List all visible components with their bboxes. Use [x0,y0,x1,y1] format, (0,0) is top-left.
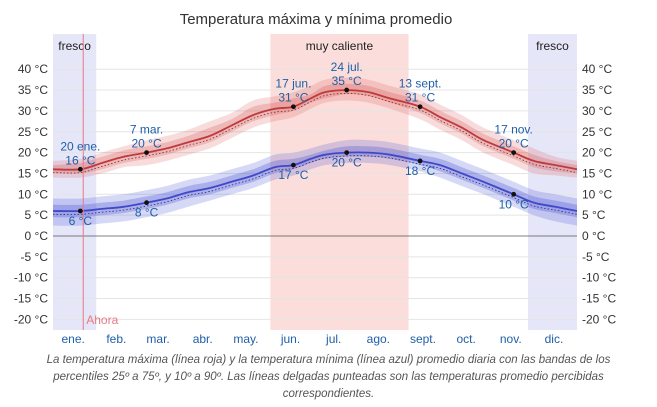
x-tick-label: jul. [325,332,341,346]
y-axis-right: 40 °C 35 °C 30 °C 25 °C 20 °C 15 °C 10 °C 5 °C 0… [582,62,616,326]
annotation-value: 31 °C [405,91,435,105]
y-tick-label-right: 5 °C [582,208,606,222]
annotation-dot [417,104,423,110]
y-tick-label-left: 25 °C [18,125,48,139]
annotation-value: 20 °C [499,137,529,151]
y-tick-label-right: 30 °C [582,104,612,118]
temperature-chart: Temperatura máxima y mínima promedio fre… [14,11,617,346]
x-tick-label: sept. [410,332,436,346]
y-tick-label-right: -20 °C [582,312,616,326]
annotation-value: 31 °C [278,91,308,105]
y-tick-label-left: 30 °C [18,104,48,118]
annotation-date: 17 jun. [275,77,311,91]
y-tick-label-right: 35 °C [582,83,612,97]
percentile-band-25-75 [53,145,577,218]
percentile-band-25-75 [53,83,577,174]
percentile-band-10-90 [53,77,577,178]
annotation-dot [77,166,83,172]
grid [53,68,577,320]
annotation-dot [77,208,83,214]
y-tick-label-right: -15 °C [582,292,616,306]
annotation-value: 17 °C [278,168,308,182]
y-tick-label-right: 20 °C [582,146,612,160]
y-tick-label-right: 40 °C [582,62,612,76]
season-band-hot [270,34,409,330]
y-tick-label-left: 10 °C [18,187,48,201]
x-tick-label: feb. [106,332,126,346]
season-band-label: fresco [58,39,91,53]
annotation-date: 7 mar. [130,123,163,137]
y-tick-label-left: 15 °C [18,166,48,180]
annotation-date: 24 jul. [331,60,363,74]
season-band-label: fresco [536,39,569,53]
y-tick-label-right: -5 °C [582,250,610,264]
y-tick-label-left: -5 °C [21,250,49,264]
annotation-dot [291,162,296,168]
annotation-dot [417,158,423,164]
x-tick-label: oct. [456,332,475,346]
annotation-value: 18 °C [405,164,435,178]
annotation-value: 20 °C [332,156,362,170]
y-axis-left: 40 °C 35 °C 30 °C 25 °C 20 °C 15 °C 10 °C 5 °C 0… [14,62,48,326]
annotation-value: 20 °C [131,137,161,151]
season-band-cold [53,34,97,330]
now-label: Ahora [86,313,118,327]
x-tick-label: ago. [367,332,390,346]
x-tick-label: mar. [146,332,169,346]
annotation-date: 20 ene. [60,139,100,153]
x-tick-label: nov. [500,332,522,346]
percentile-band-10-90 [53,139,577,226]
y-tick-label-left: 35 °C [18,83,48,97]
annotation-dot [511,150,517,156]
annotation-value: 10 °C [499,197,529,211]
season-band-cold [528,34,577,330]
y-tick-label-left: 5 °C [25,208,49,222]
annotation-dot [144,200,149,206]
feels-like-line [52,92,578,174]
chart-caption: La temperatura máxima (línea roja) y la … [46,354,611,400]
annotation-date: 13 sept. [399,77,442,91]
annotation-dot [344,87,350,93]
annotation-dot [144,150,149,156]
x-tick-label: jun. [280,332,300,346]
feels-like-line [52,155,578,215]
y-tick-label-right: -10 °C [582,271,616,285]
now-marker: Ahora [82,34,119,330]
y-tick-label-right: 25 °C [582,125,612,139]
x-tick-label: dic. [545,332,564,346]
annotation-value: 8 °C [135,206,159,220]
y-tick-label-left: 20 °C [18,146,48,160]
y-tick-label-right: 10 °C [582,187,612,201]
annotation-dot [511,191,517,197]
annotation-date: 17 nov. [494,123,532,137]
x-axis: ene. feb. mar. abr. may. jun. jul. ago. sept. oct… [61,332,563,346]
x-tick-label: ene. [61,332,84,346]
y-tick-label-right: 0 °C [582,229,606,243]
x-tick-label: abr. [193,332,213,346]
y-tick-label-left: 40 °C [18,62,48,76]
y-tick-label-right: 15 °C [582,166,612,180]
annotations: 20 ene.16 °C7 mar.20 °C17 jun.31 °C24 ju… [60,60,533,228]
annotation-value: 16 °C [65,153,95,167]
y-tick-label-left: -20 °C [14,312,48,326]
annotation-value: 35 °C [332,74,362,88]
y-tick-label-left: 0 °C [25,229,49,243]
annotation-dot [291,104,296,110]
y-tick-label-left: -15 °C [14,292,48,306]
chart-title: Temperatura máxima y mínima promedio [180,11,453,28]
x-tick-label: may. [233,332,258,346]
season-band-label: muy caliente [306,39,374,53]
annotation-value: 6 °C [69,214,93,228]
season-bands: fresco muy caliente fresco [53,34,577,330]
annotation-dot [344,150,350,156]
y-tick-label-left: -10 °C [14,271,48,285]
